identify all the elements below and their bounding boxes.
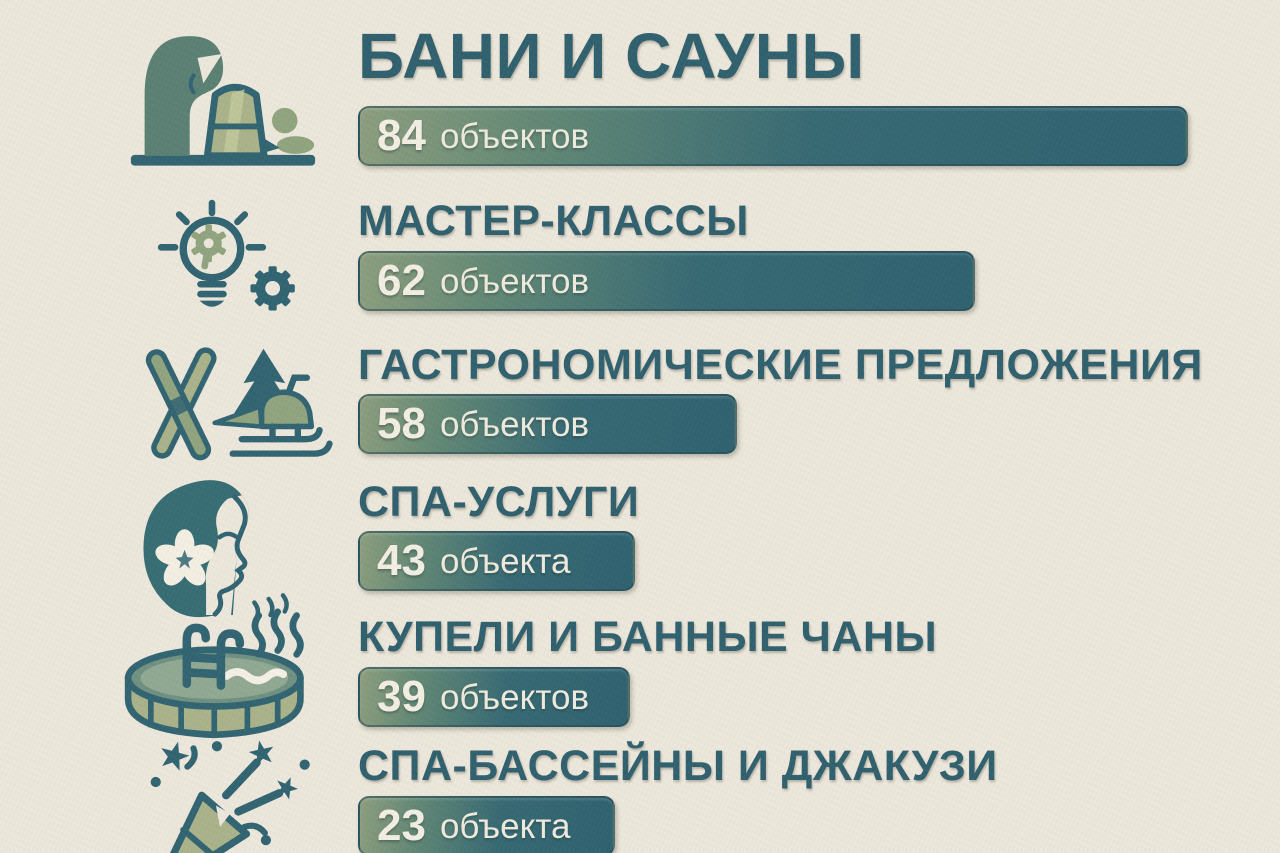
object-count: 62 bbox=[377, 256, 426, 305]
category-title: СПА-УСЛУГИ bbox=[358, 478, 640, 526]
value-bar: 62 объектов bbox=[358, 251, 975, 311]
category-title: СПА-БАССЕЙНЫ И ДЖАКУЗИ bbox=[358, 742, 998, 790]
object-count: 58 bbox=[377, 399, 426, 448]
idea-gear-icon bbox=[148, 193, 312, 323]
object-unit: объектов bbox=[439, 116, 590, 156]
party-popper-icon bbox=[118, 732, 322, 853]
object-count: 84 bbox=[377, 111, 426, 160]
sauna-icon bbox=[125, 26, 321, 174]
object-count: 23 bbox=[377, 801, 426, 850]
value-bar: 84 объектов bbox=[358, 106, 1188, 166]
object-count: 39 bbox=[377, 672, 426, 721]
value-bar: 43 объекта bbox=[358, 531, 635, 591]
object-unit: объектов bbox=[439, 677, 590, 717]
value-bar: 58 объектов bbox=[358, 394, 737, 454]
category-title: БАНИ И САУНЫ bbox=[358, 20, 865, 92]
object-unit: объектов bbox=[439, 404, 590, 444]
object-unit: объектов bbox=[439, 261, 590, 301]
category-title: МАСТЕР-КЛАССЫ bbox=[358, 197, 749, 245]
value-bar: 39 объектов bbox=[358, 667, 630, 727]
object-unit: объекта bbox=[439, 541, 571, 581]
category-title: КУПЕЛИ И БАННЫЕ ЧАНЫ bbox=[358, 613, 938, 661]
ski-snowmobile-icon bbox=[126, 338, 334, 468]
object-unit: объекта bbox=[439, 806, 571, 846]
category-title: ГАСТРОНОМИЧЕСКИЕ ПРЕДЛОЖЕНИЯ bbox=[358, 341, 1203, 389]
value-bar: 23 объекта bbox=[358, 796, 615, 853]
woman-spa-icon bbox=[124, 472, 306, 624]
object-count: 43 bbox=[377, 536, 426, 585]
hot-tub-icon bbox=[112, 608, 326, 750]
